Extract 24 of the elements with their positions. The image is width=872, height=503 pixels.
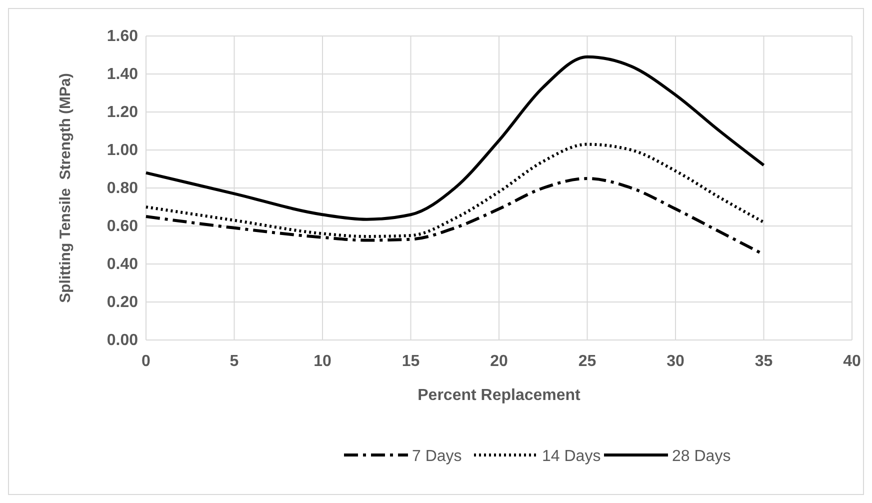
x-tick-label: 0 <box>142 353 151 370</box>
y-tick-label: 0.80 <box>106 180 138 197</box>
y-tick-label: 0.20 <box>106 294 138 311</box>
x-tick-label: 35 <box>754 353 773 370</box>
legend-label: 14 Days <box>542 448 601 465</box>
y-tick-label: 1.20 <box>106 104 138 121</box>
x-axis-title: Percent Replacement <box>418 387 582 404</box>
y-tick-label: 0.00 <box>106 332 138 349</box>
y-axis-title: Splitting Tensile Strength (MPa) <box>57 73 74 303</box>
x-tick-label: 10 <box>314 353 332 370</box>
x-tick-label: 30 <box>666 353 684 370</box>
x-tick-label: 40 <box>843 353 861 370</box>
line-series <box>144 55 766 221</box>
y-tick-label: 1.60 <box>106 28 138 45</box>
x-tick-label: 15 <box>402 353 420 370</box>
x-tick-label: 25 <box>578 353 596 370</box>
y-tick-label: 1.40 <box>106 66 138 83</box>
y-tick-label: 1.00 <box>106 142 138 159</box>
x-tick-label: 5 <box>230 353 239 370</box>
y-tick-label: 0.60 <box>106 218 138 235</box>
legend-label: 28 Days <box>672 448 731 465</box>
x-tick-label: 20 <box>490 353 508 370</box>
legend-label: 7 Days <box>412 448 462 465</box>
y-tick-label: 0.40 <box>106 256 138 273</box>
